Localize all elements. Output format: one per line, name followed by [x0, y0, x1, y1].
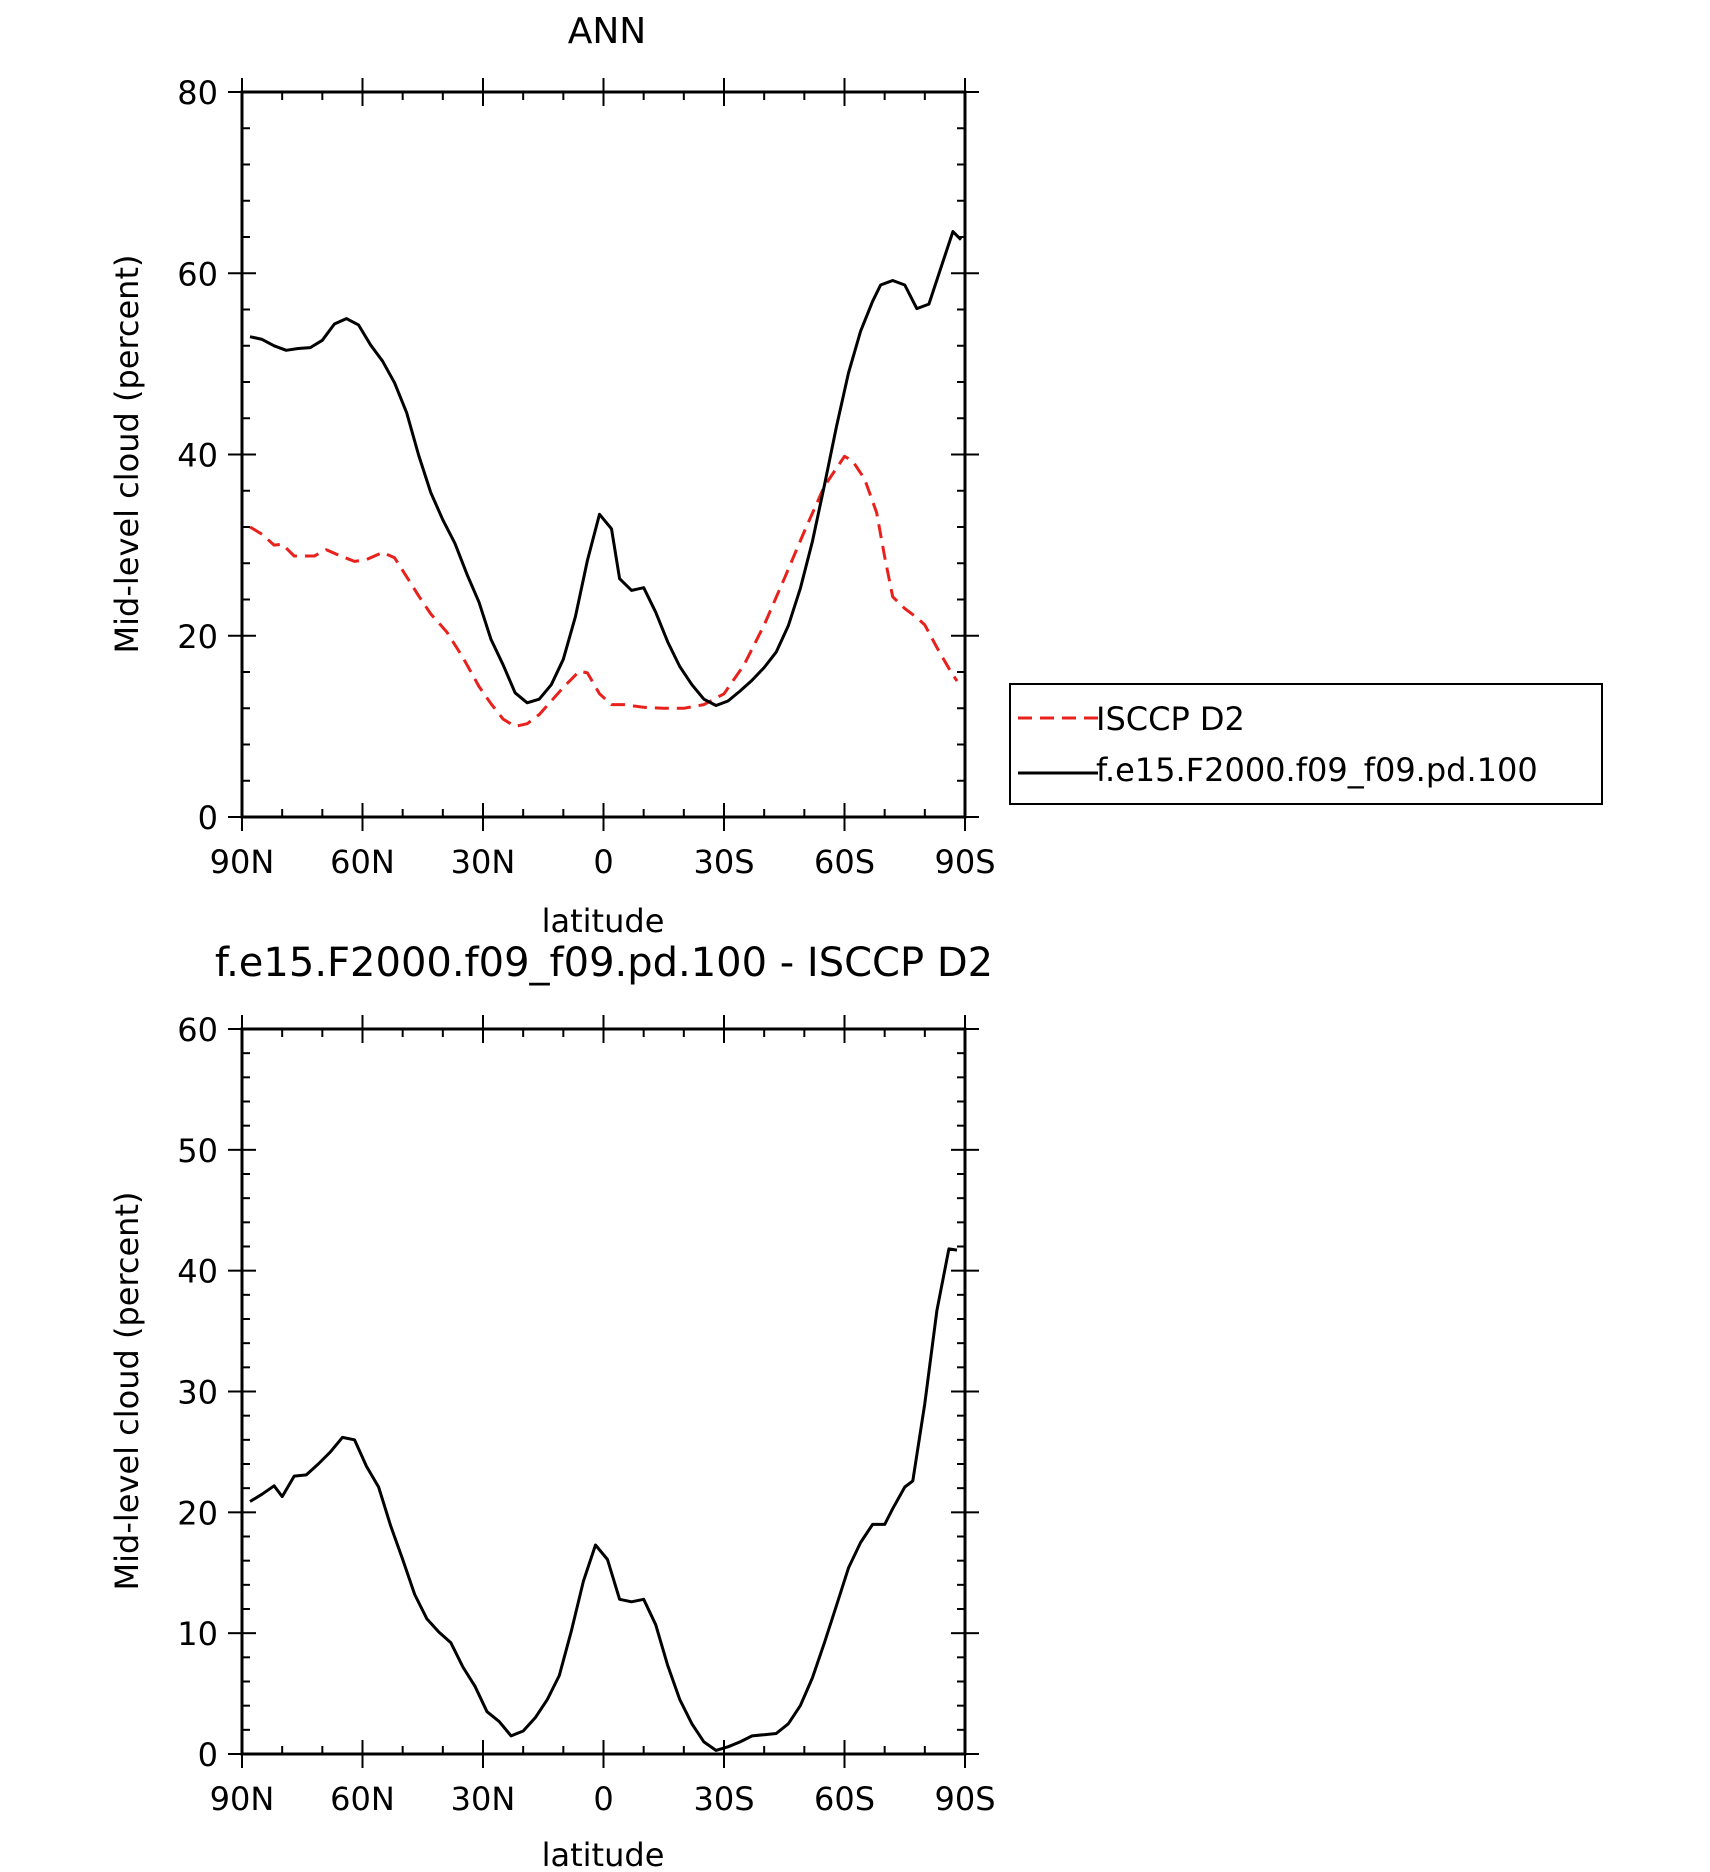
bottom-plot-frame [240, 1027, 967, 1756]
x-tick-label: 60S [814, 843, 875, 881]
x-tick-label: 90N [210, 843, 275, 881]
y-tick-label: 20 [177, 618, 218, 656]
bottom-y-axis-label: Mid-level cloud (percent) [108, 1192, 146, 1591]
x-tick-label: 30S [693, 1780, 754, 1818]
x-tick-label: 60N [330, 843, 395, 881]
y-tick-label: 60 [177, 255, 218, 293]
bottom-panel-title: f.e15.F2000.f09_f09.pd.100 - ISCCP D2 [215, 940, 993, 986]
series-line-difference [249, 1247, 958, 1752]
y-tick-label: 40 [177, 1253, 218, 1291]
y-tick-label: 20 [177, 1494, 218, 1532]
x-tick-label: 0 [593, 843, 613, 881]
y-tick-label: 60 [177, 1011, 218, 1049]
x-tick-label: 90S [934, 843, 995, 881]
legend-label-model: f.e15.F2000.f09_f09.pd.100 [1096, 751, 1538, 789]
series-line-isccp-d2 [249, 454, 959, 728]
x-tick-label: 60S [814, 1780, 875, 1818]
y-tick-label: 50 [177, 1132, 218, 1170]
y-tick-label: 10 [177, 1615, 218, 1653]
y-tick-label: 0 [198, 1736, 218, 1774]
x-tick-label: 30N [451, 1780, 516, 1818]
top-y-axis-label: Mid-level cloud (percent) [108, 255, 146, 654]
x-tick-label: 30N [451, 843, 516, 881]
y-tick-label: 0 [198, 799, 218, 837]
top-panel-title: ANN [568, 11, 647, 52]
x-tick-label: 90N [210, 1780, 275, 1818]
series-line-f-e15-f2000-f09-f09-pd-100 [249, 230, 963, 707]
legend-label-isccp: ISCCP D2 [1096, 700, 1245, 738]
bottom-x-axis-label: latitude [542, 1836, 665, 1872]
x-tick-label: 60N [330, 1780, 395, 1818]
x-tick-label: 30S [693, 843, 754, 881]
top-plot-frame [240, 90, 967, 819]
x-tick-label: 0 [593, 1780, 613, 1818]
y-tick-label: 40 [177, 437, 218, 475]
legend-box [1009, 683, 1603, 805]
x-tick-label: 90S [934, 1780, 995, 1818]
legend: ISCCP D2 f.e15.F2000.f09_f09.pd.100 [1009, 683, 1603, 805]
top-x-axis-label: latitude [542, 902, 665, 940]
top-panel: ANN 90N 60N 30N 0 30S 60S 90S 0 20 40 60 80 latitu… [108, 11, 996, 940]
bottom-panel: f.e15.F2000.f09_f09.pd.100 - ISCCP D2 90… [108, 940, 996, 1872]
y-tick-label: 80 [177, 74, 218, 112]
y-tick-label: 30 [177, 1374, 218, 1412]
